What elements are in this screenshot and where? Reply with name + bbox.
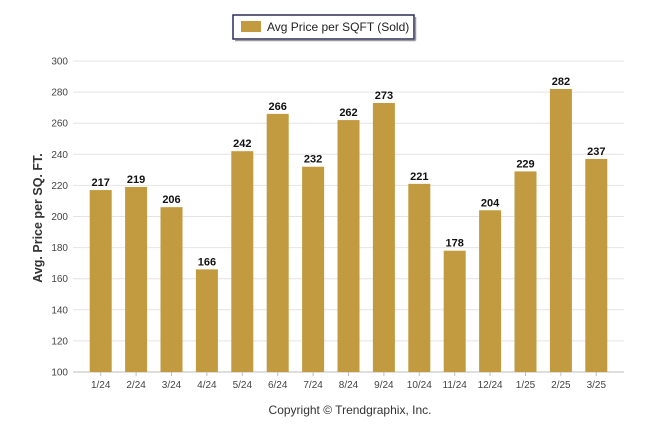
y-tick-label: 240 [51, 150, 68, 161]
x-tick-label: 4/24 [197, 380, 217, 391]
bar [372, 102, 395, 373]
data-label: 242 [233, 138, 251, 150]
data-label: 273 [375, 90, 393, 102]
data-labels: 217 219 206 166 242 266 232 262 273 221 178 204 229 2… [92, 76, 606, 268]
x-tick-label: 3/25 [587, 380, 607, 391]
x-tick-label: 5/24 [233, 380, 253, 391]
x-tick-label: 11/24 [443, 380, 468, 391]
bar [266, 113, 289, 373]
x-tick-label: 2/25 [551, 380, 571, 391]
data-label: 262 [339, 107, 357, 119]
bar [195, 269, 218, 372]
copyright-text: Copyright © Trendgraphix, Inc. [269, 403, 432, 417]
bar [160, 207, 183, 372]
y-tick-label: 180 [51, 243, 68, 254]
data-label: 217 [92, 177, 110, 189]
legend-frame [232, 14, 415, 40]
data-label: 229 [516, 158, 534, 170]
bar [479, 210, 502, 372]
bar [337, 120, 360, 372]
x-tick-label: 8/24 [339, 380, 359, 391]
data-label: 166 [198, 256, 216, 268]
legend-swatch [241, 21, 261, 32]
bar [443, 250, 466, 372]
data-label: 219 [127, 174, 145, 186]
x-tick-label: 3/24 [162, 380, 182, 391]
y-tick-label: 280 [51, 88, 68, 99]
y-tick-label: 100 [51, 368, 68, 379]
bar [125, 186, 148, 372]
x-tick-label: 1/25 [516, 380, 536, 391]
x-tick-label: 6/24 [268, 380, 288, 391]
data-label: 206 [162, 194, 180, 206]
y-tick-label: 160 [51, 274, 68, 285]
x-tick-label: 12/24 [478, 380, 503, 391]
y-tick-label: 300 [51, 57, 68, 68]
y-tick-label: 200 [51, 212, 68, 223]
data-label: 266 [269, 101, 287, 113]
data-label: 204 [481, 197, 500, 209]
legend-label: Avg Price per SQFT (Sold) [267, 20, 409, 34]
bar [408, 183, 431, 372]
data-label: 282 [552, 76, 570, 88]
data-label: 232 [304, 154, 322, 166]
data-label: 178 [446, 238, 464, 250]
legend: Avg Price per SQFT (Sold) [232, 14, 417, 42]
x-tick-labels: 1/24 2/24 3/24 4/24 5/24 6/24 7/24 8/24 9/24 10/2… [91, 372, 607, 391]
bar [231, 151, 254, 372]
y-tick-label: 260 [51, 119, 68, 130]
bar [549, 88, 572, 373]
bar [514, 171, 537, 372]
bars [89, 88, 608, 373]
x-tick-label: 1/24 [91, 380, 111, 391]
data-label: 221 [410, 171, 428, 183]
x-tick-label: 10/24 [407, 380, 432, 391]
y-tick-label: 120 [51, 336, 68, 347]
y-tick-labels: 100 120 140 160 180 200 220 240 260 280 300 [51, 57, 68, 379]
x-tick-label: 7/24 [303, 380, 323, 391]
bar [585, 158, 608, 372]
y-tick-label: 220 [51, 181, 68, 192]
bar [302, 166, 325, 372]
bar [89, 190, 112, 372]
x-tick-label: 2/24 [126, 380, 146, 391]
y-tick-label: 140 [51, 305, 68, 316]
y-axis-title: Avg. Price per SQ. FT. [31, 153, 45, 282]
x-tick-label: 9/24 [374, 380, 394, 391]
data-label: 237 [587, 146, 605, 158]
